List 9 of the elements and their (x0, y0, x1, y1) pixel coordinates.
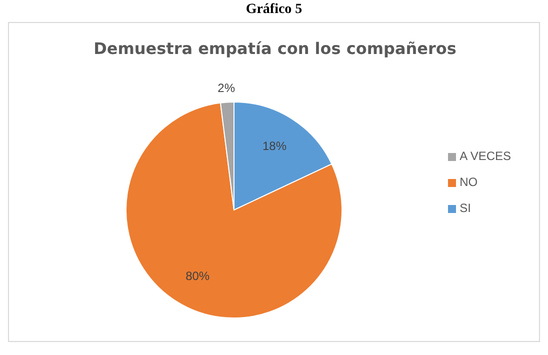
data-label: 18% (262, 139, 287, 154)
pie-slice (126, 102, 342, 318)
chart-title: Demuestra empatía con los compañeros (92, 39, 458, 58)
legend-label: A VECES (460, 149, 511, 163)
data-label: 2% (218, 81, 236, 96)
data-label: 80% (186, 269, 210, 284)
legend-label: SI (460, 201, 471, 215)
legend-label: NO (460, 175, 478, 189)
text: Gráfico 5 (244, 2, 304, 18)
